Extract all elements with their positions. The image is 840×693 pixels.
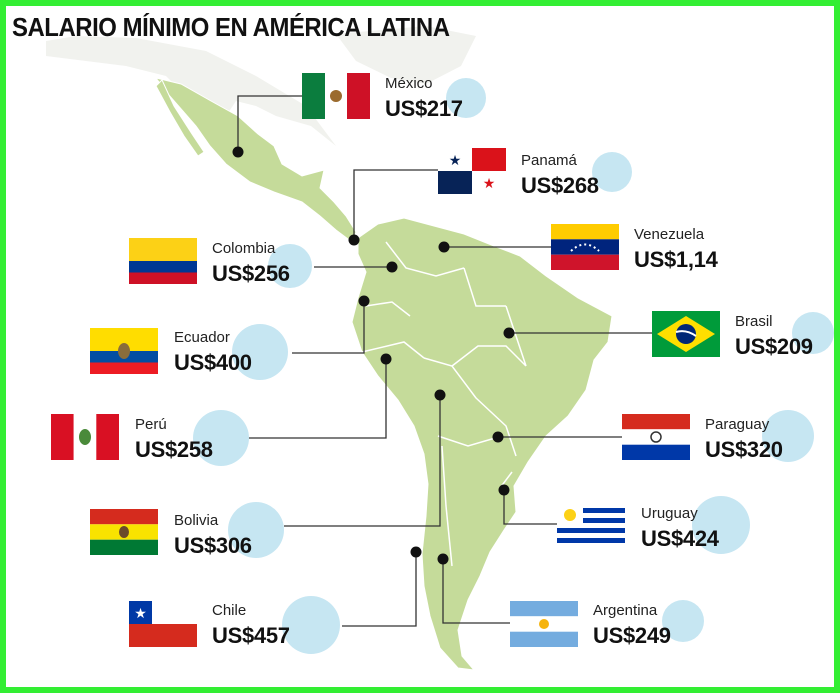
country-markers <box>232 146 515 565</box>
value-bubble-brasil <box>792 312 834 354</box>
marker-mexico <box>232 146 244 158</box>
country-label-venezuela: Venezuela <box>634 226 705 243</box>
value-label-uruguay: US$424 <box>641 526 719 551</box>
marker-uruguay <box>498 484 510 496</box>
value-label-colombia: US$256 <box>212 261 290 286</box>
value-label-argentina: US$249 <box>593 623 671 648</box>
value-label-chile: US$457 <box>212 623 290 648</box>
value-bubble-argentina <box>662 600 704 642</box>
greenland-shape <box>336 26 476 84</box>
leader-ecuador <box>292 301 365 354</box>
country-label-colombia: Colombia <box>212 240 276 257</box>
value-label-venezuela: US$1,14 <box>634 247 718 272</box>
country-label-uruguay: Uruguay <box>641 505 698 522</box>
flag-peru-icon <box>51 414 119 460</box>
value-bubble-bolivia <box>228 502 284 558</box>
flag-uruguay-icon <box>557 503 625 549</box>
map-canvas <box>46 26 652 671</box>
country-borders <box>361 241 527 567</box>
svg-text:★: ★ <box>449 153 462 169</box>
country-label-chile: Chile <box>212 602 247 619</box>
chart-title: SALARIO MÍNIMO EN AMÉRICA LATINA <box>12 12 450 42</box>
marker-argentina <box>437 553 449 565</box>
value-label-bolivia: US$306 <box>174 533 252 558</box>
country-label-bolivia: Bolivia <box>174 512 219 529</box>
value-bubble-chile <box>282 596 340 654</box>
value-bubble-colombia <box>268 244 312 288</box>
country-label-ecuador: Ecuador <box>174 329 230 346</box>
leader-mexico <box>237 95 302 152</box>
marker-colombia <box>386 261 398 273</box>
leader-lines <box>220 95 652 627</box>
country-label-panama: Panamá <box>521 152 577 169</box>
value-bubble-ecuador <box>232 324 288 380</box>
marker-chile <box>410 546 422 558</box>
flag-mexico-icon <box>302 73 370 119</box>
marker-panama <box>348 234 360 246</box>
value-bubble-peru <box>193 410 249 466</box>
value-label-paraguay: US$320 <box>705 437 783 462</box>
flag-chile-icon: ★ <box>129 601 197 647</box>
leader-peru <box>220 359 387 439</box>
value-bubble-mexico <box>446 78 486 118</box>
value-label-mexico: US$217 <box>385 96 463 121</box>
flag-paraguay-icon <box>622 414 690 460</box>
flag-bolivia-icon <box>90 509 158 555</box>
value-bubble-paraguay <box>762 410 814 462</box>
value-bubble-uruguay <box>692 496 750 554</box>
flag-panama-icon: ★ ★ <box>438 148 506 194</box>
leader-panama <box>353 169 438 240</box>
country-label-brasil: Brasil <box>735 313 773 330</box>
mexico-shape <box>154 77 357 243</box>
flag-ecuador-icon <box>90 328 158 374</box>
flag-brazil-icon <box>652 311 720 357</box>
value-label-peru: US$258 <box>135 437 213 462</box>
leader-chile <box>342 552 417 627</box>
value-label-panama: US$268 <box>521 173 599 198</box>
flag-argentina-icon <box>510 601 578 647</box>
country-label-mexico: México <box>385 75 433 92</box>
value-bubble-panama <box>592 152 632 192</box>
marker-paraguay <box>492 431 504 443</box>
leader-uruguay <box>503 490 557 525</box>
svg-text:★: ★ <box>483 176 496 192</box>
marker-venezuela <box>438 241 450 253</box>
value-label-ecuador: US$400 <box>174 350 252 375</box>
leader-bolivia <box>284 395 441 527</box>
country-label-paraguay: Paraguay <box>705 416 770 433</box>
marker-peru <box>380 353 392 365</box>
flag-venezuela-icon <box>551 224 619 270</box>
marker-brasil <box>503 327 515 339</box>
marker-bolivia <box>434 389 446 401</box>
leader-argentina <box>442 559 510 624</box>
marker-ecuador <box>358 295 370 307</box>
svg-text:★: ★ <box>134 606 147 622</box>
value-label-brasil: US$209 <box>735 334 813 359</box>
country-label-argentina: Argentina <box>593 602 658 619</box>
flag-colombia-icon <box>129 238 197 284</box>
country-label-peru: Perú <box>135 416 167 433</box>
south-america-shape <box>351 217 613 671</box>
baja-shape <box>155 79 205 157</box>
